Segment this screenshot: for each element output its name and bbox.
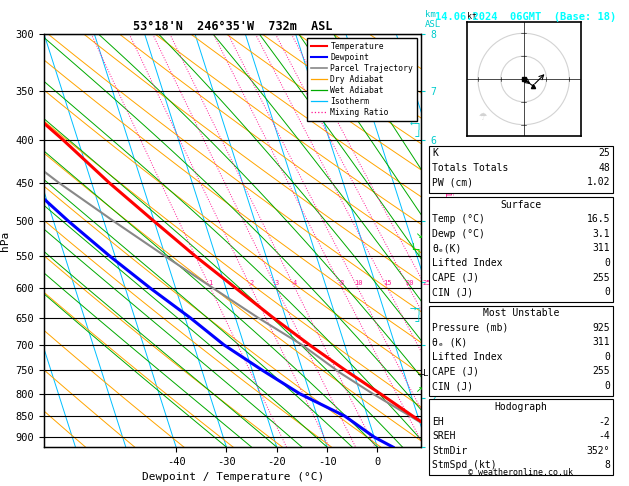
Text: →┐
  ┘: →┐ ┘ [403, 305, 423, 327]
Text: 3.1: 3.1 [593, 229, 610, 239]
Text: 10: 10 [353, 280, 362, 286]
Text: ↗: ↗ [416, 384, 423, 394]
Text: 311: 311 [593, 337, 610, 347]
Y-axis label: Mixing Ratio (g/kg): Mixing Ratio (g/kg) [443, 185, 453, 296]
Text: Lifted Index: Lifted Index [432, 258, 503, 268]
Legend: Temperature, Dewpoint, Parcel Trajectory, Dry Adiabat, Wet Adiabat, Isotherm, Mi: Temperature, Dewpoint, Parcel Trajectory… [307, 38, 418, 121]
Text: km
ASL: km ASL [425, 10, 441, 29]
Text: K: K [432, 148, 438, 158]
Text: 8: 8 [340, 280, 344, 286]
Text: 1: 1 [208, 280, 213, 286]
Text: 25: 25 [598, 148, 610, 158]
Text: 2: 2 [249, 280, 253, 286]
Text: kt: kt [467, 12, 477, 21]
Text: -2: -2 [598, 417, 610, 427]
Text: Hodograph: Hodograph [494, 402, 548, 412]
Text: Most Unstable: Most Unstable [483, 308, 559, 318]
Text: CIN (J): CIN (J) [432, 381, 473, 391]
Text: ←┐
  ┘: ←┐ ┘ [403, 121, 423, 142]
Text: EH: EH [432, 417, 444, 427]
Title: 53°18'N  246°35'W  732m  ASL: 53°18'N 246°35'W 732m ASL [133, 20, 333, 33]
Text: Dewp (°C): Dewp (°C) [432, 229, 485, 239]
Text: 925: 925 [593, 323, 610, 333]
Text: CIN (J): CIN (J) [432, 287, 473, 297]
Text: Surface: Surface [501, 200, 542, 210]
Text: LCL: LCL [423, 369, 438, 378]
Text: 16.5: 16.5 [587, 214, 610, 225]
Text: ↘
└┐: ↘ └┐ [409, 230, 423, 256]
Text: 4: 4 [293, 280, 298, 286]
Text: 8: 8 [604, 460, 610, 470]
Text: 255: 255 [593, 273, 610, 283]
Text: 0: 0 [604, 258, 610, 268]
Text: Lifted Index: Lifted Index [432, 352, 503, 362]
Text: PW (cm): PW (cm) [432, 177, 473, 188]
Text: 15: 15 [383, 280, 392, 286]
Text: θₑ(K): θₑ(K) [432, 243, 462, 254]
Text: © weatheronline.co.uk: © weatheronline.co.uk [469, 468, 573, 477]
X-axis label: Dewpoint / Temperature (°C): Dewpoint / Temperature (°C) [142, 472, 324, 483]
Text: StmSpd (kt): StmSpd (kt) [432, 460, 497, 470]
Text: 1.02: 1.02 [587, 177, 610, 188]
Text: 14.06.2024  06GMT  (Base: 18): 14.06.2024 06GMT (Base: 18) [435, 12, 616, 22]
Text: 20: 20 [405, 280, 414, 286]
Text: StmDir: StmDir [432, 446, 467, 456]
Text: 3: 3 [274, 280, 279, 286]
Text: 0: 0 [604, 381, 610, 391]
Text: CAPE (J): CAPE (J) [432, 366, 479, 377]
Text: Temp (°C): Temp (°C) [432, 214, 485, 225]
Text: 25: 25 [422, 280, 431, 286]
Text: CAPE (J): CAPE (J) [432, 273, 479, 283]
Text: 255: 255 [593, 366, 610, 377]
Text: 48: 48 [598, 163, 610, 173]
Text: Pressure (mb): Pressure (mb) [432, 323, 508, 333]
Text: Totals Totals: Totals Totals [432, 163, 508, 173]
Text: θₑ (K): θₑ (K) [432, 337, 467, 347]
Text: 0: 0 [604, 352, 610, 362]
Text: ☂: ☂ [478, 109, 487, 123]
Text: 352°: 352° [587, 446, 610, 456]
Text: SREH: SREH [432, 431, 455, 441]
Text: 311: 311 [593, 243, 610, 254]
Y-axis label: hPa: hPa [0, 230, 10, 251]
Text: -4: -4 [598, 431, 610, 441]
Text: 0: 0 [604, 287, 610, 297]
